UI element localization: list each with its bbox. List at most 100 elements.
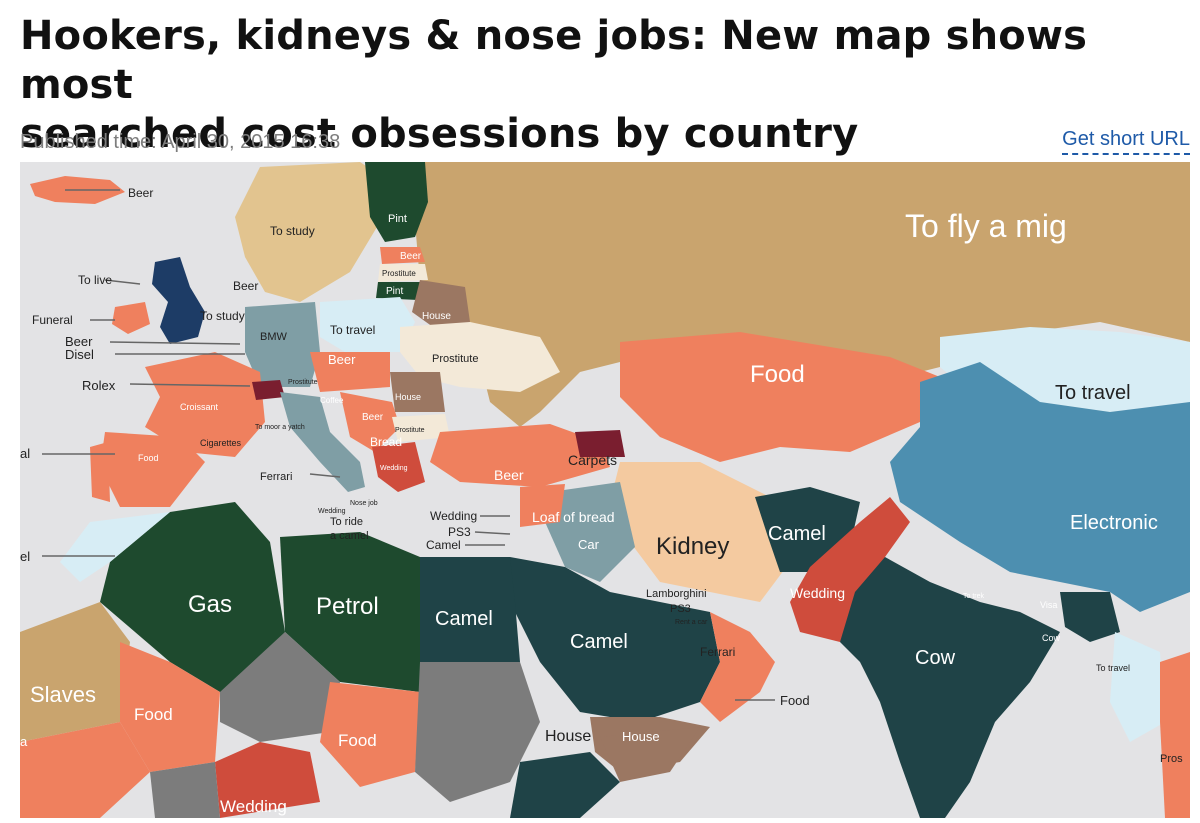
region-egypt (420, 557, 520, 662)
map-svg: Beer To study Pint To fly a mig Beer Pro… (20, 162, 1190, 818)
label-pint-baltic: Pint (386, 286, 403, 297)
label-petrol: Petrol (316, 593, 379, 620)
label-bread: Bread (370, 435, 402, 449)
label-to-ride-a-camel-l2: a camel (330, 530, 369, 542)
cost-obsessions-map: Beer To study Pint To fly a mig Beer Pro… (20, 162, 1190, 818)
region-ethiopia (510, 752, 620, 818)
region-se-asia (1160, 652, 1190, 818)
label-beer-denmark: Beer (233, 279, 258, 293)
label-pros-right: Pros (1160, 753, 1183, 765)
label-to-trek: To trek (963, 593, 985, 600)
region-central-europe (310, 352, 390, 392)
label-camel-israel: Camel (426, 538, 461, 552)
label-disel: Disel (65, 347, 94, 362)
label-camel-egypt: Camel (435, 608, 493, 630)
region-greece (372, 442, 425, 492)
region-iran (610, 462, 790, 602)
label-prostitute-small: Prostitute (288, 379, 318, 386)
region-uk (152, 257, 205, 344)
arrow-rolex (129, 383, 251, 387)
region-turkey (430, 424, 610, 487)
region-chad (320, 682, 420, 787)
region-kazakhstan (620, 332, 940, 462)
label-food-chad: Food (338, 731, 377, 750)
region-portugal (90, 442, 110, 502)
label-to-ride-a-camel-l1: To ride (330, 516, 363, 528)
label-croissant: Croissant (180, 402, 219, 412)
label-lamborghini: Lamborghini (646, 588, 707, 600)
label-beer-czech: Beer (328, 352, 356, 367)
arrow-to-live (104, 279, 141, 285)
region-finland (365, 162, 428, 242)
label-slaves: Slaves (30, 682, 96, 707)
get-short-url-link[interactable]: Get short URL (1062, 128, 1190, 155)
published-time: Published time: April 30, 2015 16:38 (20, 131, 341, 153)
arrow-ps3 (474, 531, 511, 535)
label-to-study-benelux: To study (200, 309, 245, 323)
region-china (890, 362, 1190, 612)
region-ghana-area (150, 762, 220, 818)
label-rolex: Rolex (82, 378, 116, 393)
headline-line-1: Hookers, kidneys & nose jobs: New map sh… (20, 13, 1088, 108)
region-algeria (100, 502, 285, 692)
label-nose-job: Nose job (350, 500, 378, 507)
article-headline: Hookers, kidneys & nose jobs: New map sh… (20, 12, 1190, 159)
region-morocco (60, 512, 170, 582)
label-food-kazakhstan: Food (750, 361, 805, 388)
region-sudan (415, 662, 540, 802)
region-west-africa (20, 722, 150, 818)
label-to-study-scandinavia: To study (270, 224, 315, 238)
label-wedding-pakistan: Wedding (790, 585, 845, 601)
label-el-left: el (20, 549, 30, 564)
region-germany (245, 302, 320, 387)
region-balkans (340, 392, 400, 452)
label-electronics: Electronic (1070, 512, 1158, 534)
region-lithuania (376, 282, 420, 300)
region-saudi (510, 557, 720, 722)
label-prostitute-ukraine: Prostitute (432, 353, 478, 365)
label-to-live: To live (78, 273, 112, 287)
label-to-fly-a-mig: To fly a mig (905, 208, 1067, 244)
label-house-romania: House (395, 392, 421, 402)
region-russia (415, 162, 1190, 427)
label-coffee: Coffee (320, 396, 344, 405)
region-switzerland (252, 380, 285, 400)
label-camel-saudi: Camel (570, 631, 628, 653)
label-camel-afghanistan: Camel (768, 523, 826, 545)
label-wedding-cyprus: Wedding (430, 509, 477, 523)
label-prostitute-bulgaria: Prostitute (395, 427, 425, 434)
label-to-travel-mongolia: To travel (1055, 382, 1131, 404)
label-beer-left: Beer (65, 334, 93, 349)
label-visa: Visa (1040, 600, 1057, 610)
label-gas: Gas (188, 591, 232, 618)
region-mauritania (20, 602, 130, 742)
region-oman (700, 612, 775, 722)
label-food-oman: Food (780, 693, 810, 708)
label-beer-baltic: Beer (400, 251, 422, 262)
label-to-travel-myanmar: To travel (1096, 663, 1130, 673)
label-a-left: a (20, 734, 28, 749)
region-nigeria (215, 742, 320, 818)
region-caucasus (575, 430, 625, 457)
region-mali (120, 642, 220, 772)
region-bulgaria (392, 414, 450, 442)
label-prostitute-baltic: Prostitute (382, 269, 416, 278)
label-wedding-malta: Wedding (318, 508, 346, 515)
label-wedding-greece: Wedding (380, 465, 408, 472)
label-to-travel-poland: To travel (330, 323, 375, 337)
region-niger (220, 632, 340, 742)
label-house-belarus: House (422, 311, 451, 322)
region-iraq (545, 482, 635, 582)
label-ferrari-uae: Ferrari (700, 645, 735, 659)
region-italy (280, 392, 365, 492)
label-wedding-sudan: Wedding (220, 797, 287, 816)
label-car-iraq: Car (578, 537, 600, 552)
label-al-left: al (20, 446, 30, 461)
label-kidney: Kidney (656, 533, 729, 560)
region-latvia (378, 264, 428, 282)
label-house-somalia: House (622, 729, 660, 744)
label-beer-turkey: Beer (494, 467, 524, 483)
region-estonia (380, 247, 425, 264)
label-food-mali: Food (134, 705, 173, 724)
region-syria (520, 484, 565, 527)
